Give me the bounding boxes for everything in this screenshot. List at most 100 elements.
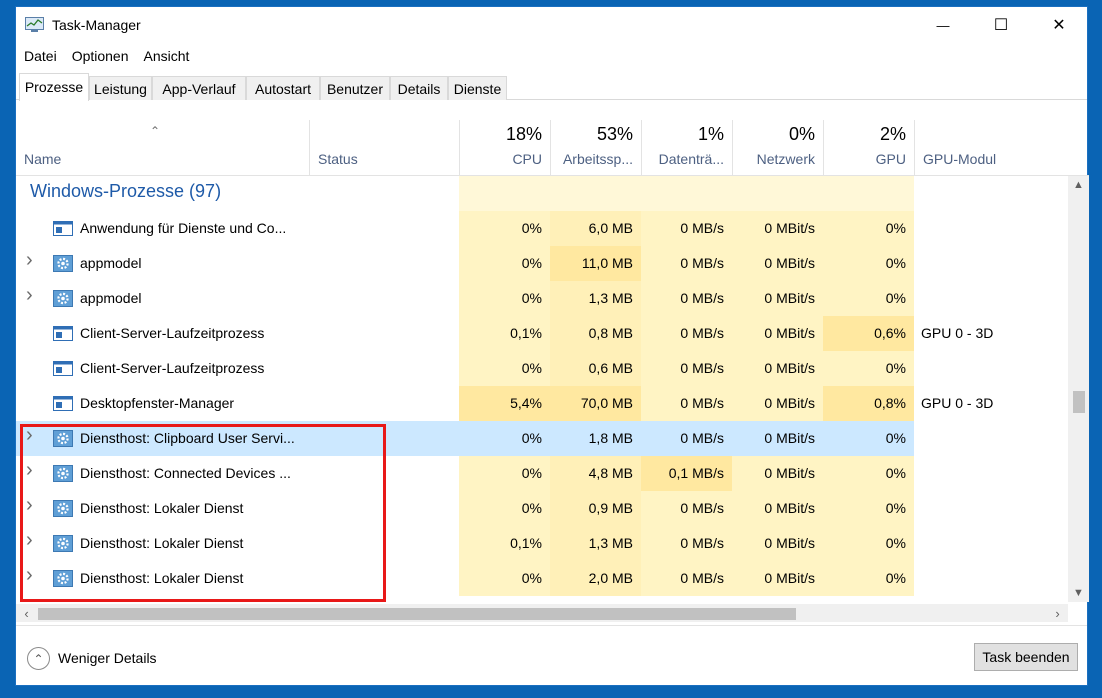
heat-cell-bg (641, 246, 732, 281)
heat-cell-bg (459, 421, 550, 456)
cell-cpu: 0,1% (510, 535, 542, 551)
scroll-up-icon[interactable]: ▲ (1073, 179, 1084, 191)
tab-prozesse[interactable]: Prozesse (19, 73, 89, 101)
gear-icon (53, 465, 73, 482)
heat-cell-bg (641, 561, 732, 596)
horizontal-scroll-thumb[interactable] (38, 608, 796, 620)
tab-dienste[interactable]: Dienste (448, 76, 507, 100)
process-name: Diensthost: Lokaler Dienst (80, 570, 244, 586)
table-row[interactable]: Client-Server-Laufzeitprozess 0% 0,6 MB 0 M… (16, 351, 1068, 386)
heat-cell-bg (823, 316, 914, 351)
chevron-up-circle-icon[interactable]: ⌃ (27, 647, 50, 670)
sort-ascending-icon: ⌃ (150, 124, 161, 138)
tab-autostart[interactable]: Autostart (246, 76, 320, 100)
tab-app-verlauf[interactable]: App-Verlauf (152, 76, 246, 100)
network-total: 0% (788, 124, 815, 144)
process-name: appmodel (80, 255, 142, 271)
chevron-right-icon[interactable]: › (26, 284, 33, 306)
table-row[interactable]: › Diensthost: Lokaler Dienst 0% 2,0 MB 0 MB/… (16, 561, 1068, 596)
vertical-scroll-thumb[interactable] (1073, 391, 1085, 413)
chevron-right-icon[interactable]: › (26, 494, 33, 516)
cell-cpu: 0% (521, 570, 542, 586)
cell-gpu: 0% (885, 430, 906, 446)
vertical-scrollbar[interactable]: ▲ ▼ (1068, 176, 1089, 602)
cpu-total: 18% (505, 124, 542, 144)
menu-ansicht[interactable]: Ansicht (143, 48, 190, 64)
chevron-right-icon[interactable]: › (26, 529, 33, 551)
heat-cell-bg (823, 351, 914, 386)
column-memory[interactable]: 53% Arbeitssp... (550, 120, 641, 176)
chevron-right-icon[interactable]: › (26, 424, 33, 446)
heat-cell-bg (823, 211, 914, 246)
heat-cell-bg (459, 526, 550, 561)
column-network[interactable]: 0% Netzwerk (732, 120, 823, 176)
column-disk[interactable]: 1% Datenträ... (641, 120, 732, 176)
cell-net: 0 MBit/s (764, 255, 815, 271)
heat-cell-bg (732, 526, 823, 561)
cell-disk: 0 MB/s (680, 220, 724, 236)
column-status[interactable]: Status (309, 120, 459, 176)
scroll-down-icon[interactable]: ▼ (1073, 587, 1084, 599)
chevron-right-icon[interactable]: › (26, 249, 33, 271)
table-row[interactable]: › Diensthost: Lokaler Dienst 0% 0,9 MB 0 MB/… (16, 491, 1068, 526)
column-name[interactable]: ⌃ Name (16, 120, 309, 176)
gear-icon (53, 430, 73, 447)
scroll-right-icon[interactable]: › (1055, 605, 1060, 621)
cell-gpu: 0,8% (874, 395, 906, 411)
title-bar[interactable]: Task-Manager — ☐ ✕ (16, 7, 1087, 45)
window-icon (53, 395, 73, 412)
end-task-button[interactable]: Task beenden (974, 643, 1078, 671)
process-name: Anwendung für Dienste und Co... (80, 220, 287, 236)
heat-cell-bg (732, 316, 823, 351)
window-icon (53, 325, 73, 342)
cell-net: 0 MBit/s (764, 430, 815, 446)
table-row[interactable]: › Diensthost: Lokaler Dienst 0,1% 1,3 MB 0 M… (16, 526, 1068, 561)
menu-datei[interactable]: Datei (24, 48, 57, 64)
column-gpu-module[interactable]: GPU-Modul (914, 120, 1089, 176)
table-row[interactable]: › appmodel 0% 11,0 MB 0 MB/s 0 MBit/s 0% (16, 246, 1068, 281)
close-button[interactable]: ✕ (1030, 7, 1088, 43)
tab-benutzer[interactable]: Benutzer (320, 76, 390, 100)
cell-net: 0 MBit/s (764, 500, 815, 516)
cell-mem: 1,8 MB (588, 430, 633, 446)
menu-optionen[interactable]: Optionen (71, 48, 129, 64)
table-row[interactable]: › appmodel 0% 1,3 MB 0 MB/s 0 MBit/s 0% (16, 281, 1068, 316)
heat-cell-bg (823, 491, 914, 526)
gear-icon (53, 500, 73, 517)
cell-mem: 2,0 MB (588, 570, 633, 586)
cell-disk: 0 MB/s (680, 535, 724, 551)
heat-cell-bg (459, 386, 550, 421)
cell-net: 0 MBit/s (764, 290, 815, 306)
minimize-button[interactable]: — (914, 7, 972, 43)
window-icon (53, 220, 73, 237)
scroll-left-icon[interactable]: ‹ (24, 605, 29, 621)
heat-cell-bg (823, 561, 914, 596)
chevron-right-icon[interactable]: › (26, 564, 33, 586)
cell-cpu: 0% (521, 220, 542, 236)
column-name-label: Name (24, 151, 62, 167)
column-cpu[interactable]: 18% CPU (459, 120, 550, 176)
tab-leistung[interactable]: Leistung (89, 76, 152, 100)
chevron-right-icon[interactable]: › (26, 459, 33, 481)
column-gpu[interactable]: 2% GPU (823, 120, 914, 176)
heat-cell-bg (459, 456, 550, 491)
heat-cell-bg (732, 211, 823, 246)
heat-cell-bg (641, 386, 732, 421)
column-status-label: Status (318, 151, 358, 167)
horizontal-scrollbar[interactable]: ‹ › (16, 604, 1068, 622)
table-row[interactable]: Client-Server-Laufzeitprozess 0,1% 0,8 MB 0… (16, 316, 1068, 351)
column-gpu-label: GPU (875, 151, 906, 167)
cell-cpu: 0% (521, 430, 542, 446)
table-row[interactable]: Desktopfenster-Manager 5,4% 70,0 MB 0 MB/s 0… (16, 386, 1068, 421)
group-row[interactable]: Windows-Prozesse (97) (16, 176, 1068, 211)
cell-mem: 0,6 MB (588, 360, 633, 376)
tab-details[interactable]: Details (390, 76, 448, 100)
cell-gpu: 0% (885, 220, 906, 236)
table-row[interactable]: Anwendung für Dienste und Co... 0% 6,0 MB 0… (16, 211, 1068, 246)
cell-net: 0 MBit/s (764, 570, 815, 586)
table-row[interactable]: › Diensthost: Connected Devices ... 0% 4,8 … (16, 456, 1068, 491)
fewer-details-link[interactable]: Weniger Details (58, 650, 157, 666)
heat-cell-bg (550, 421, 641, 456)
maximize-button[interactable]: ☐ (972, 7, 1030, 43)
heat-cell-bg (732, 281, 823, 316)
